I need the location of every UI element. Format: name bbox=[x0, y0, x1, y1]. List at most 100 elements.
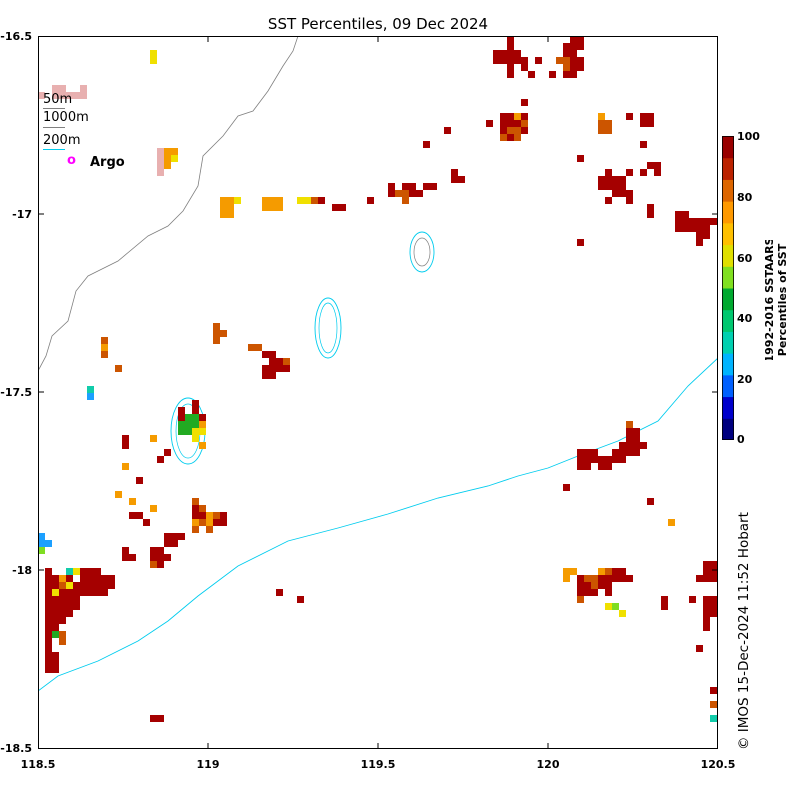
sst-cell bbox=[80, 589, 87, 596]
sst-cell bbox=[570, 64, 577, 71]
sst-cell bbox=[654, 162, 661, 169]
sst-cell bbox=[199, 519, 206, 526]
sst-cell bbox=[185, 428, 192, 435]
sst-cell bbox=[45, 617, 52, 624]
sst-cell bbox=[661, 596, 668, 603]
sst-cell bbox=[703, 596, 710, 603]
map-title: SST Percentiles, 09 Dec 2024 bbox=[267, 15, 489, 33]
sst-cell bbox=[185, 421, 192, 428]
sst-cell bbox=[101, 589, 108, 596]
sst-cell bbox=[192, 435, 199, 442]
sst-cell bbox=[507, 36, 514, 43]
sst-cell bbox=[444, 127, 451, 134]
sst-cell bbox=[108, 575, 115, 582]
sst-cell bbox=[213, 323, 220, 330]
sst-cell bbox=[500, 120, 507, 127]
sst-cell bbox=[633, 442, 640, 449]
sst-cell bbox=[682, 211, 689, 218]
sst-cell bbox=[164, 162, 171, 169]
sst-cell bbox=[199, 414, 206, 421]
sst-cell bbox=[157, 547, 164, 554]
sst-cell bbox=[577, 582, 584, 589]
sst-cell bbox=[129, 554, 136, 561]
sst-cell bbox=[248, 344, 255, 351]
sst-cell bbox=[493, 50, 500, 57]
sst-cell bbox=[150, 435, 157, 442]
legend-50m-label: 50m bbox=[43, 92, 73, 107]
colorbar-tick-label: 60 bbox=[737, 252, 753, 265]
sst-cell bbox=[192, 407, 199, 414]
sst-cell bbox=[234, 197, 241, 204]
sst-cell bbox=[269, 204, 276, 211]
sst-cell bbox=[59, 582, 66, 589]
sst-cell bbox=[605, 127, 612, 134]
sst-cell bbox=[570, 71, 577, 78]
sst-cell bbox=[199, 442, 206, 449]
sst-cell bbox=[276, 365, 283, 372]
sst-cell bbox=[45, 645, 52, 652]
sst-cell bbox=[612, 456, 619, 463]
sst-cell bbox=[192, 414, 199, 421]
sst-cell bbox=[612, 575, 619, 582]
sst-cell bbox=[122, 463, 129, 470]
sst-cell bbox=[276, 589, 283, 596]
sst-cell bbox=[703, 568, 710, 575]
sst-cell bbox=[52, 666, 59, 673]
sst-cell bbox=[262, 351, 269, 358]
sst-cell bbox=[423, 141, 430, 148]
sst-cell bbox=[73, 596, 80, 603]
sst-cell bbox=[500, 134, 507, 141]
sst-cell bbox=[52, 575, 59, 582]
sst-cell bbox=[192, 421, 199, 428]
sst-cell bbox=[619, 575, 626, 582]
argo-marker-icon: o bbox=[67, 153, 76, 168]
sst-cell bbox=[192, 498, 199, 505]
sst-cell bbox=[640, 141, 647, 148]
sst-cell bbox=[528, 71, 535, 78]
sst-cell bbox=[38, 547, 45, 554]
sst-cell bbox=[199, 505, 206, 512]
sst-cell bbox=[129, 498, 136, 505]
sst-cell bbox=[52, 582, 59, 589]
sst-cell bbox=[563, 50, 570, 57]
sst-cell bbox=[696, 232, 703, 239]
sst-cell bbox=[451, 169, 458, 176]
sst-cell bbox=[500, 57, 507, 64]
sst-cell bbox=[220, 330, 227, 337]
sst-cell bbox=[332, 204, 339, 211]
sst-cell bbox=[269, 365, 276, 372]
sst-cell bbox=[696, 239, 703, 246]
sst-cell bbox=[206, 512, 213, 519]
sst-cell bbox=[577, 57, 584, 64]
sst-cell bbox=[507, 120, 514, 127]
sst-cell bbox=[276, 358, 283, 365]
sst-cell bbox=[409, 190, 416, 197]
sst-cell bbox=[171, 148, 178, 155]
sst-cell bbox=[633, 449, 640, 456]
sst-cell bbox=[66, 610, 73, 617]
sst-cell bbox=[605, 456, 612, 463]
sst-cell bbox=[563, 71, 570, 78]
sst-cell bbox=[164, 533, 171, 540]
sst-cell bbox=[626, 442, 633, 449]
sst-cell bbox=[612, 190, 619, 197]
sst-cell bbox=[507, 50, 514, 57]
sst-cell bbox=[220, 197, 227, 204]
sst-cell bbox=[577, 449, 584, 456]
sst-cell bbox=[395, 190, 402, 197]
sst-cell bbox=[507, 43, 514, 50]
sst-cell bbox=[45, 582, 52, 589]
sst-cell bbox=[570, 57, 577, 64]
sst-cell bbox=[570, 568, 577, 575]
sst-cell bbox=[577, 596, 584, 603]
sst-cell bbox=[150, 50, 157, 57]
sst-cell bbox=[640, 442, 647, 449]
sst-cell bbox=[619, 183, 626, 190]
sst-cell bbox=[563, 484, 570, 491]
sst-cell bbox=[598, 456, 605, 463]
sst-cell bbox=[220, 519, 227, 526]
sst-cell bbox=[402, 183, 409, 190]
colorbar-title: 1992-2016 SSTAARS Percentiles of SST bbox=[763, 240, 789, 360]
sst-cell bbox=[213, 330, 220, 337]
sst-cell bbox=[521, 127, 528, 134]
